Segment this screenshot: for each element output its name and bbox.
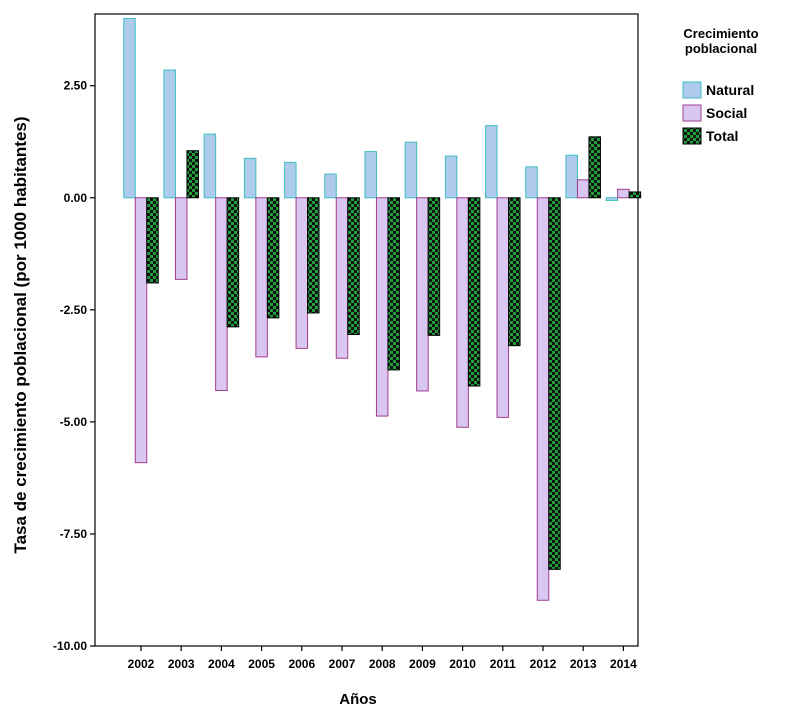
legend-title-line-2: poblacional <box>685 41 757 56</box>
y-tick-label: -2.50 <box>60 303 88 317</box>
x-tick-label: 2002 <box>128 657 155 671</box>
bar-natural-2013 <box>565 154 578 199</box>
x-tick-label: 2012 <box>530 657 557 671</box>
legend-swatch-total <box>682 127 702 145</box>
legend-label-social: Social <box>706 105 747 121</box>
bar-natural-2005 <box>243 157 257 199</box>
bar-total-2004 <box>226 197 240 328</box>
x-tick-label: 2007 <box>329 657 356 671</box>
bar-total-2007 <box>347 197 360 335</box>
bar-total-2003 <box>186 150 199 199</box>
y-tick-label: -10.00 <box>53 639 87 653</box>
x-tick-label: 2008 <box>369 657 396 671</box>
bar-social-2014 <box>617 188 630 199</box>
x-tick-label: 2005 <box>248 657 275 671</box>
bars <box>123 17 642 601</box>
bar-total-2012 <box>548 197 561 570</box>
legend-label-total: Total <box>706 128 738 144</box>
bar-natural-2012 <box>525 166 538 199</box>
bar-natural-2009 <box>404 141 418 199</box>
bar-natural-2010 <box>444 155 458 199</box>
bar-total-2005 <box>266 197 280 319</box>
x-axis: 2002 2003 2004 2005 2006 2007 2008 2009 2010 2011… <box>128 646 637 671</box>
y-tick-label: 2.50 <box>64 79 88 93</box>
bar-social-2006 <box>295 197 309 349</box>
bar-total-2002 <box>146 197 159 284</box>
bar-total-2009 <box>427 197 441 336</box>
bar-natural-2011 <box>485 125 498 199</box>
x-tick-label: 2009 <box>409 657 436 671</box>
bar-natural-2003 <box>163 69 176 199</box>
y-axis: -10.00 -7.50 -5.00 -2.50 0.00 2.50 <box>53 79 95 653</box>
y-tick-label: -7.50 <box>60 527 88 541</box>
bar-social-2002 <box>134 197 148 464</box>
bar-social-2009 <box>416 197 429 392</box>
bar-social-2003 <box>174 197 188 280</box>
y-tick-label: -5.00 <box>60 415 88 429</box>
bar-total-2014 <box>628 191 642 199</box>
y-tick-label: 0.00 <box>64 191 88 205</box>
bar-natural-2014 <box>605 197 619 201</box>
legend-swatch-social <box>682 104 702 122</box>
bar-social-2004 <box>215 197 228 392</box>
bar-total-2006 <box>307 197 320 314</box>
x-tick-label: 2010 <box>449 657 476 671</box>
legend: Crecimiento poblacional Natural Social Tot… <box>682 26 759 145</box>
bar-total-2008 <box>387 197 400 371</box>
x-tick-label: 2011 <box>490 657 516 671</box>
legend-label-natural: Natural <box>706 82 754 98</box>
bar-social-2008 <box>375 197 389 417</box>
x-tick-label: 2004 <box>208 657 235 671</box>
bar-social-2011 <box>496 197 510 418</box>
bar-natural-2006 <box>284 161 297 199</box>
bar-social-2013 <box>576 179 590 199</box>
bar-natural-2002 <box>123 17 136 199</box>
x-tick-label: 2003 <box>168 657 195 671</box>
bar-natural-2007 <box>324 173 337 199</box>
bar-natural-2008 <box>364 151 377 199</box>
bar-total-2011 <box>508 197 521 347</box>
bar-total-2013 <box>588 136 601 199</box>
bar-total-2010 <box>467 197 481 387</box>
y-axis-title: Tasa de crecimiento poblacional (por 100… <box>11 116 30 553</box>
bar-natural-2004 <box>203 133 217 199</box>
x-tick-label: 2006 <box>288 657 315 671</box>
bar-social-2012 <box>536 197 550 601</box>
legend-swatch-natural <box>682 81 702 99</box>
bar-social-2005 <box>255 197 268 358</box>
legend-title-line-1: Crecimiento <box>683 26 758 41</box>
x-axis-title: Años <box>339 691 377 708</box>
x-tick-label: 2014 <box>610 657 637 671</box>
bar-social-2010 <box>456 197 469 428</box>
bar-social-2007 <box>335 197 349 359</box>
x-tick-label: 2013 <box>570 657 597 671</box>
